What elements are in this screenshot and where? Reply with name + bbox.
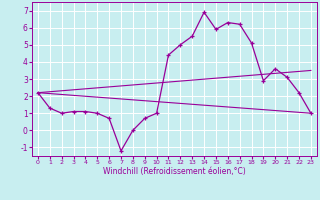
X-axis label: Windchill (Refroidissement éolien,°C): Windchill (Refroidissement éolien,°C) (103, 167, 246, 176)
